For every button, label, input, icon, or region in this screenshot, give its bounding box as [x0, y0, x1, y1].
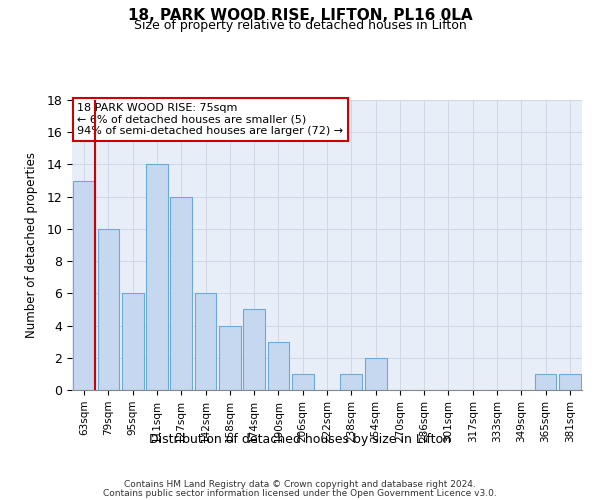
Bar [268, 342, 289, 390]
Bar [535, 374, 556, 390]
Bar [194, 294, 217, 390]
Bar [146, 164, 168, 390]
Text: Size of property relative to detached houses in Lifton: Size of property relative to detached ho… [134, 19, 466, 32]
Bar [559, 374, 581, 390]
Text: 18 PARK WOOD RISE: 75sqm
← 6% of detached houses are smaller (5)
94% of semi-det: 18 PARK WOOD RISE: 75sqm ← 6% of detache… [77, 103, 343, 136]
Text: Distribution of detached houses by size in Lifton: Distribution of detached houses by size … [149, 432, 451, 446]
Y-axis label: Number of detached properties: Number of detached properties [25, 152, 38, 338]
Bar [219, 326, 241, 390]
Bar [243, 310, 265, 390]
Text: Contains HM Land Registry data © Crown copyright and database right 2024.: Contains HM Land Registry data © Crown c… [124, 480, 476, 489]
Text: 18, PARK WOOD RISE, LIFTON, PL16 0LA: 18, PARK WOOD RISE, LIFTON, PL16 0LA [128, 8, 472, 22]
Bar [122, 294, 143, 390]
Bar [73, 180, 95, 390]
Bar [97, 229, 119, 390]
Bar [365, 358, 386, 390]
Bar [340, 374, 362, 390]
Text: Contains public sector information licensed under the Open Government Licence v3: Contains public sector information licen… [103, 489, 497, 498]
Bar [292, 374, 314, 390]
Bar [170, 196, 192, 390]
